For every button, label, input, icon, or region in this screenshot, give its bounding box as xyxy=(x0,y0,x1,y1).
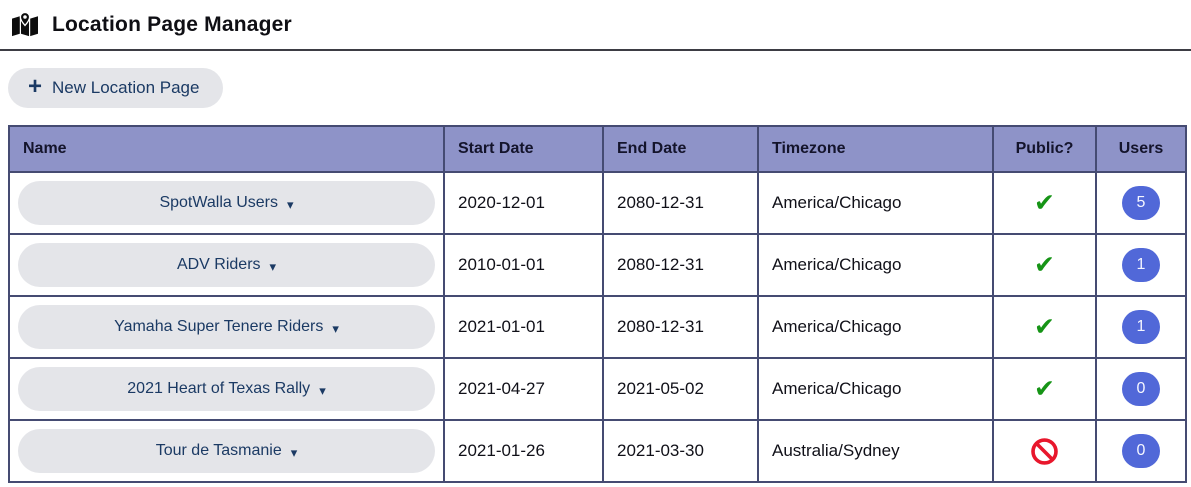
location-page-name: Yamaha Super Tenere Riders xyxy=(114,318,324,335)
col-header-start-date: Start Date xyxy=(443,125,604,173)
new-location-page-label: New Location Page xyxy=(52,78,200,97)
caret-down-icon: ▾ xyxy=(290,444,298,460)
users-count-badge: 0 xyxy=(1122,434,1160,468)
public-cell: ✔ xyxy=(992,295,1097,359)
timezone: America/Chicago xyxy=(757,171,994,235)
location-page-menu-button[interactable]: ADV Riders ▾ xyxy=(18,243,435,287)
start-date: 2021-01-26 xyxy=(443,419,604,483)
public-cell: ✔ xyxy=(992,419,1097,483)
public-cell: ✔ xyxy=(992,357,1097,421)
no-entry-icon xyxy=(1031,437,1058,465)
location-page-name: 2021 Heart of Texas Rally xyxy=(127,380,311,397)
title-bar: Location Page Manager xyxy=(0,0,1191,51)
end-date: 2080-12-31 xyxy=(602,233,759,297)
check-icon: ✔ xyxy=(1034,188,1055,217)
start-date: 2020-12-01 xyxy=(443,171,604,235)
check-icon: ✔ xyxy=(1034,374,1055,403)
public-cell: ✔ xyxy=(992,233,1097,297)
location-pages-table: Name Start Date End Date Timezone Public… xyxy=(8,125,1187,483)
table-row: ADV Riders ▾ 2010-01-01 2080-12-31 Ameri… xyxy=(8,233,1187,297)
table-header-row: Name Start Date End Date Timezone Public… xyxy=(8,125,1187,173)
caret-down-icon: ▾ xyxy=(269,258,277,274)
timezone: America/Chicago xyxy=(757,233,994,297)
start-date: 2021-04-27 xyxy=(443,357,604,421)
location-page-name: ADV Riders xyxy=(176,256,261,273)
users-count-badge: 0 xyxy=(1122,372,1160,406)
col-header-users: Users xyxy=(1095,125,1187,173)
check-icon: ✔ xyxy=(1034,250,1055,279)
start-date: 2021-01-01 xyxy=(443,295,604,359)
timezone: Australia/Sydney xyxy=(757,419,994,483)
end-date: 2080-12-31 xyxy=(602,171,759,235)
start-date: 2010-01-01 xyxy=(443,233,604,297)
page-title: Location Page Manager xyxy=(52,12,292,36)
table-row: SpotWalla Users ▾ 2020-12-01 2080-12-31 … xyxy=(8,171,1187,235)
timezone: America/Chicago xyxy=(757,357,994,421)
users-cell: 0 xyxy=(1095,357,1187,421)
table-row: Tour de Tasmanie ▾ 2021-01-26 2021-03-30… xyxy=(8,419,1187,483)
location-page-menu-button[interactable]: Tour de Tasmanie ▾ xyxy=(18,429,435,473)
users-count-badge: 5 xyxy=(1122,186,1160,220)
table-row: 2021 Heart of Texas Rally ▾ 2021-04-27 2… xyxy=(8,357,1187,421)
users-cell: 0 xyxy=(1095,419,1187,483)
caret-down-icon: ▾ xyxy=(319,382,326,398)
table-row: Yamaha Super Tenere Riders ▾ 2021-01-01 … xyxy=(8,295,1187,359)
public-cell: ✔ xyxy=(992,171,1097,235)
col-header-public: Public? xyxy=(992,125,1097,173)
toolbar: + New Location Page xyxy=(8,68,1183,108)
map-marked-icon xyxy=(12,11,38,36)
plus-icon: + xyxy=(28,73,43,100)
location-page-menu-button[interactable]: SpotWalla Users ▾ xyxy=(18,181,435,225)
check-icon: ✔ xyxy=(1034,312,1055,341)
col-header-end-date: End Date xyxy=(602,125,759,173)
location-page-name: Tour de Tasmanie xyxy=(155,442,282,459)
users-count-badge: 1 xyxy=(1122,248,1160,282)
users-cell: 1 xyxy=(1095,233,1187,297)
col-header-name: Name xyxy=(8,125,445,173)
col-header-timezone: Timezone xyxy=(757,125,994,173)
caret-down-icon: ▾ xyxy=(287,196,294,212)
end-date: 2021-05-02 xyxy=(602,357,759,421)
users-count-badge: 1 xyxy=(1122,310,1160,344)
timezone: America/Chicago xyxy=(757,295,994,359)
users-cell: 1 xyxy=(1095,295,1187,359)
end-date: 2021-03-30 xyxy=(602,419,759,483)
users-cell: 5 xyxy=(1095,171,1187,235)
new-location-page-button[interactable]: + New Location Page xyxy=(8,68,224,108)
location-page-menu-button[interactable]: Yamaha Super Tenere Riders ▾ xyxy=(18,305,435,349)
location-page-menu-button[interactable]: 2021 Heart of Texas Rally ▾ xyxy=(18,367,435,411)
caret-down-icon: ▾ xyxy=(332,320,339,336)
location-page-name: SpotWalla Users xyxy=(159,194,279,211)
end-date: 2080-12-31 xyxy=(602,295,759,359)
